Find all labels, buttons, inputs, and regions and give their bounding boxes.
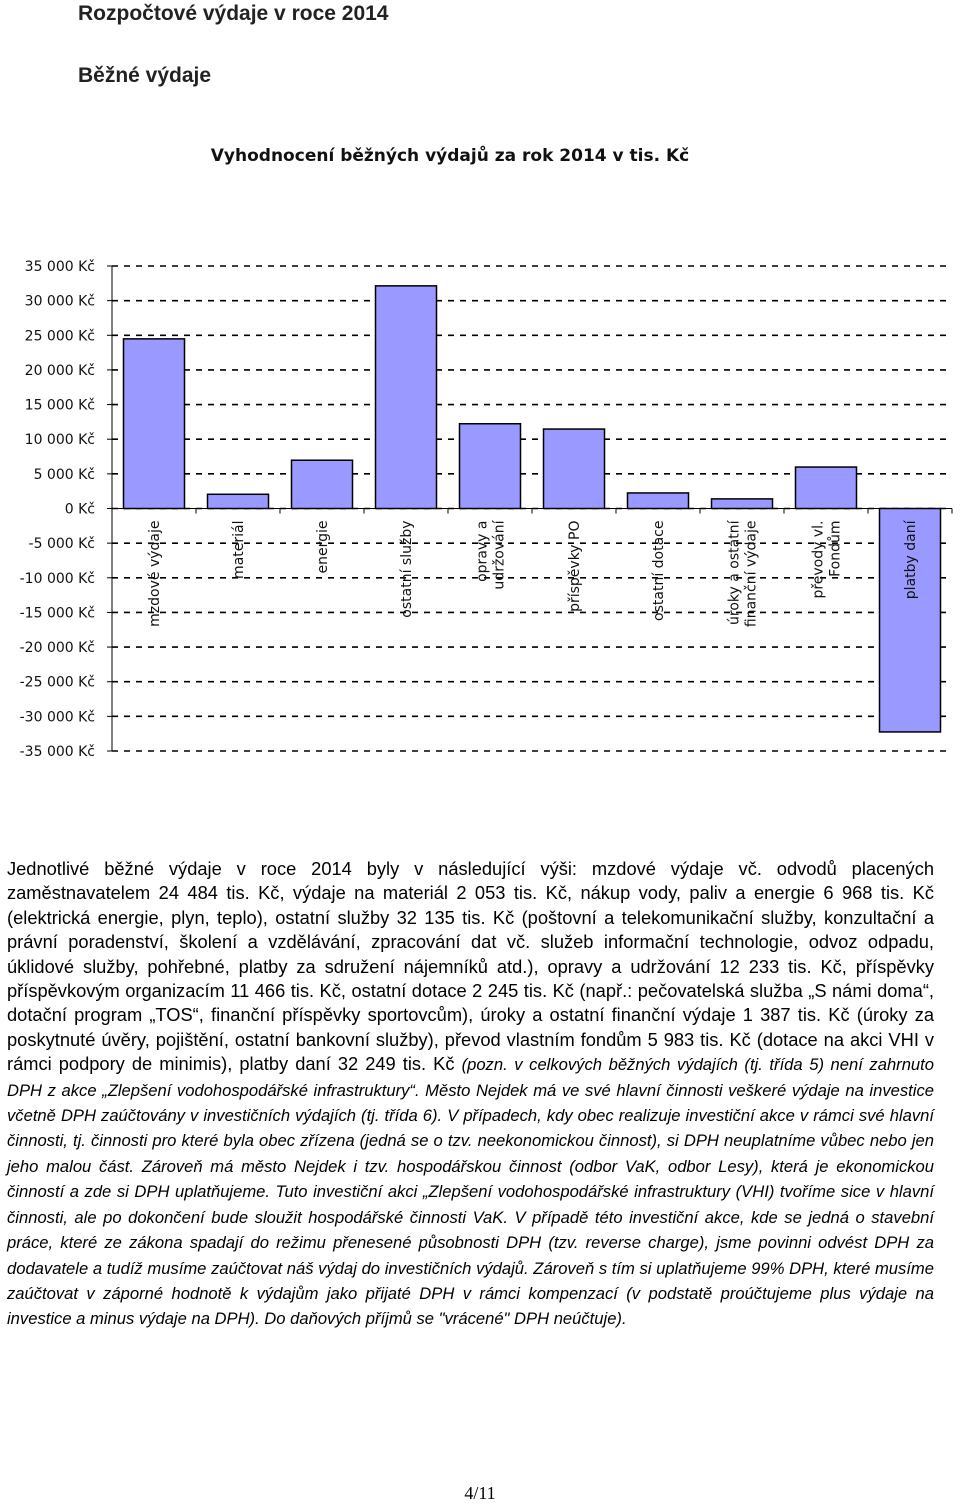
y-tick-label: -15 000 Kč	[20, 605, 95, 621]
bar	[710, 498, 774, 510]
x-category-label: úroky a ostatnífinanční výdaje	[727, 519, 760, 627]
bar	[458, 422, 522, 510]
x-category-label: opravy audržování	[475, 519, 508, 589]
x-category-label-line: energie	[315, 521, 331, 574]
x-category-label: mzdové výdaje	[147, 521, 163, 627]
x-category-label-line: udržování	[492, 519, 508, 589]
bar	[542, 428, 606, 510]
x-category-label-line: Fondům	[828, 521, 844, 577]
chart-title: Vyhodnocení běžných výdajů za rok 2014 v…	[211, 144, 689, 166]
page-subheading: Běžné výdaje	[78, 64, 212, 87]
x-category-label-line: opravy a	[475, 521, 491, 582]
y-tick-label: 5 000 Kč	[34, 467, 95, 483]
x-category-label-line: ostatní dotace	[651, 521, 667, 621]
expense-description: Jednotlivé běžné výdaje v roce 2014 byly…	[7, 857, 934, 1332]
x-category-label: převody vl.Fondům	[811, 521, 844, 599]
y-tick-label: -35 000 Kč	[20, 744, 95, 760]
y-tick-label: -25 000 Kč	[20, 675, 95, 691]
main-paragraph: Jednotlivé běžné výdaje v roce 2014 byly…	[7, 858, 934, 1075]
bar	[794, 466, 858, 510]
y-tick-label: -30 000 Kč	[20, 709, 95, 725]
bar	[122, 338, 186, 510]
y-tick-label: 35 000 Kč	[25, 259, 95, 275]
x-category-label: příspěvky PO	[567, 521, 583, 612]
y-tick-label: -5 000 Kč	[29, 536, 95, 552]
y-tick-label: 20 000 Kč	[25, 363, 95, 379]
page-heading: Rozpočtové výdaje v roce 2014	[78, 2, 389, 25]
bar	[290, 459, 354, 510]
x-category-label: energie	[315, 521, 331, 574]
x-category-label: ostatní služby	[399, 521, 415, 618]
note-paragraph: (pozn. v celkových běžných výdajích (tj.…	[7, 1055, 934, 1329]
x-category-label-line: platby daní	[903, 519, 919, 599]
bar	[206, 493, 270, 510]
x-category-label: platby daní	[903, 519, 919, 599]
y-tick-label: -20 000 Kč	[20, 640, 95, 656]
bar	[878, 507, 942, 733]
y-tick-label: -10 000 Kč	[20, 571, 95, 587]
y-tick-label: 0 Kč	[65, 502, 95, 518]
x-category-label-line: příspěvky PO	[567, 521, 583, 612]
bar	[626, 492, 690, 510]
x-category-label-line: úroky a ostatní	[727, 519, 743, 625]
bar	[374, 285, 438, 510]
x-category-label-line: ostatní služby	[399, 521, 415, 618]
x-category-label-line: finanční výdaje	[744, 521, 760, 628]
x-category-label-line: materiál	[231, 521, 247, 579]
x-category-label-line: převody vl.	[811, 521, 827, 599]
y-tick-label: 10 000 Kč	[25, 432, 95, 448]
x-category-label-line: mzdové výdaje	[147, 521, 163, 627]
x-category-label: materiál	[231, 521, 247, 579]
y-tick-label: 15 000 Kč	[25, 398, 95, 414]
expenses-bar-chart: Vyhodnocení běžných výdajů za rok 2014 v…	[20, 144, 953, 760]
page-number: 4/11	[464, 1483, 496, 1503]
y-tick-label: 25 000 Kč	[25, 328, 95, 344]
y-tick-label: 30 000 Kč	[25, 294, 95, 310]
x-category-label: ostatní dotace	[651, 521, 667, 621]
